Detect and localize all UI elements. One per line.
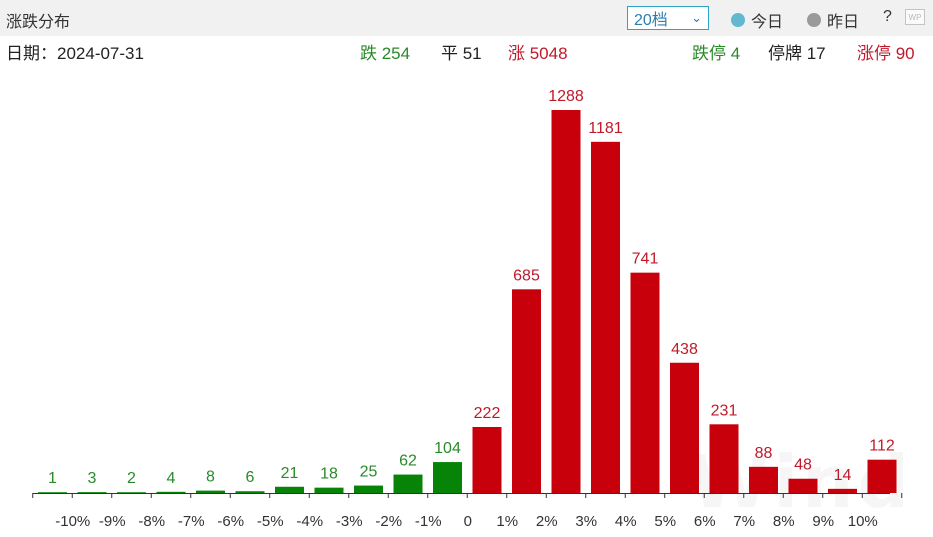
x-tick-label: -6% [217, 513, 244, 530]
x-tick-label: -1% [415, 513, 442, 530]
bar-value-label: 1288 [548, 88, 584, 105]
bar-value-label: 8 [206, 469, 215, 486]
bar [235, 491, 265, 493]
stat-halted: 停牌 17 [768, 44, 826, 63]
bar [393, 474, 423, 493]
bar [433, 462, 462, 493]
bar-value-label: 438 [671, 341, 698, 358]
bar [512, 289, 541, 493]
bar-value-label: 231 [711, 402, 738, 419]
bar-value-label: 62 [399, 453, 417, 470]
bar-value-label: 48 [794, 457, 812, 474]
grade-select[interactable]: 20档 ⌄ [627, 6, 709, 30]
x-tick-label: -7% [178, 513, 205, 530]
stat-limit-up: 涨停 90 [857, 44, 915, 63]
bar-value-label: 1 [48, 470, 57, 487]
x-tick-label: -2% [375, 513, 402, 530]
x-tick-label: -5% [257, 513, 284, 530]
wp-export-icon[interactable]: WP [905, 9, 925, 25]
x-tick-label: -9% [99, 513, 126, 530]
bar-value-label: 741 [632, 251, 659, 268]
bar-value-label: 3 [88, 470, 97, 487]
x-tick-label: 9% [812, 513, 834, 530]
bar-value-label: 2 [127, 470, 136, 487]
bar [77, 492, 107, 493]
bar-value-label: 685 [513, 267, 540, 284]
x-tick-label: 7% [733, 513, 755, 530]
radio-dot-icon [807, 13, 821, 27]
bar-value-label: 4 [167, 470, 176, 487]
stat-limit-down: 跌停 4 [692, 44, 741, 63]
x-tick-label: -10% [55, 513, 90, 530]
bar [867, 459, 897, 493]
bar [630, 272, 660, 493]
bar-value-label: 21 [281, 465, 299, 482]
bar [314, 487, 344, 493]
bar [117, 492, 146, 493]
x-tick-label: -3% [336, 513, 363, 530]
bar-value-label: 112 [869, 438, 895, 455]
bar [156, 491, 186, 493]
bar [749, 466, 778, 493]
x-tick-label: -8% [138, 513, 165, 530]
grade-select-value: 20档 [634, 12, 668, 29]
radio-today[interactable]: 今日 [731, 8, 783, 32]
x-tick-label: 8% [773, 513, 795, 530]
stat-flat: 平 51 [441, 44, 482, 63]
bar [196, 490, 225, 493]
stat-up: 涨 5048 [508, 44, 568, 63]
help-button[interactable]: ? [883, 8, 892, 25]
bar [709, 424, 739, 493]
bar [275, 486, 304, 493]
radio-today-label: 今日 [751, 14, 784, 31]
x-tick-label: -4% [296, 513, 323, 530]
bar [354, 485, 383, 493]
bar [472, 426, 502, 493]
bar [670, 362, 699, 493]
bar [788, 478, 818, 493]
bar-value-label: 25 [360, 464, 378, 481]
x-tick-label: 10% [848, 513, 878, 530]
bar-value-label: 14 [834, 467, 852, 484]
x-tick-label: 1% [496, 513, 518, 530]
bar-value-label: 6 [246, 469, 255, 486]
bar [551, 110, 581, 493]
radio-yesterday[interactable]: 昨日 [807, 8, 859, 32]
bar-value-label: 1181 [588, 120, 623, 137]
bar [591, 141, 620, 493]
bar-value-label: 104 [434, 440, 461, 457]
chevron-down-icon: ⌄ [691, 10, 702, 25]
bar-value-label: 88 [755, 445, 773, 462]
bar-value-label: 18 [320, 466, 338, 483]
stat-date: 日期：2024-07-31 [6, 44, 144, 63]
stat-down: 跌 254 [360, 44, 411, 63]
bar-value-label: 222 [474, 405, 501, 422]
x-tick-label: 4% [615, 513, 637, 530]
chart-title: 涨跌分布 [6, 14, 71, 31]
bar [38, 492, 67, 493]
x-tick-label: 3% [575, 513, 597, 530]
header-bar: 涨跌分布 20档 ⌄ 今日 昨日 ? WP [0, 0, 933, 36]
x-tick-label: 2% [536, 513, 558, 530]
bar [828, 488, 857, 493]
radio-dot-icon [731, 13, 745, 27]
x-tick-label: 5% [654, 513, 676, 530]
x-tick-label: 6% [694, 513, 716, 530]
radio-yesterday-label: 昨日 [827, 14, 860, 31]
x-tick-label: 0 [464, 513, 472, 530]
